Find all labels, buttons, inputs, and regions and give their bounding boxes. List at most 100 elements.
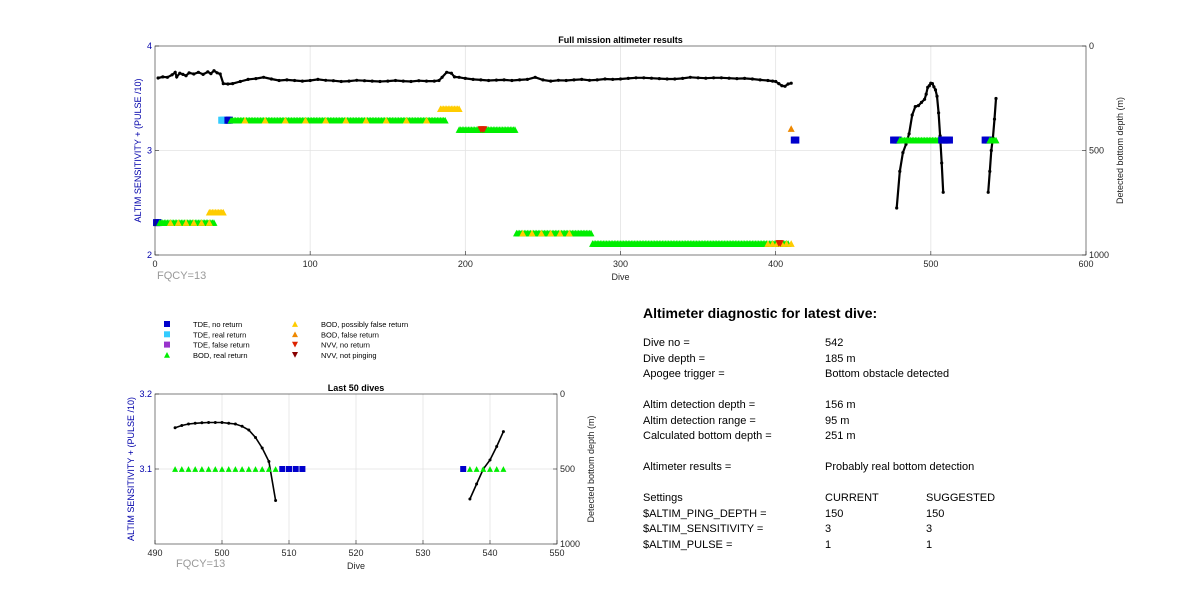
bottom-depth-point: [215, 71, 219, 75]
legend-label: BOD, possibly false return: [321, 320, 408, 329]
bottom-depth-point: [618, 77, 623, 81]
bod-possibly-false-return-marker: [362, 116, 370, 124]
legend-label: NVV, not pinging: [321, 351, 377, 360]
bottom-depth-point: [681, 76, 685, 80]
setting-current: 150: [825, 507, 844, 520]
bod-possibly-false-return-marker: [787, 240, 795, 247]
setting-name: $ALTIM_SENSITIVITY =: [643, 523, 764, 535]
top-plot: 0 100 200 300 400 500 600 2 3 4 1000 500 0 Full miss…: [133, 35, 1125, 282]
legend-label: TDE, false return: [193, 341, 250, 350]
bottom-depth-point: [277, 78, 281, 83]
bod-real-return-marker: [205, 466, 212, 472]
bottom-depth-point: [930, 82, 935, 86]
setting-current: 3: [825, 523, 832, 535]
diag-label: Apogee trigger =: [643, 368, 725, 380]
bod-possibly-false-return-marker: [241, 116, 249, 124]
y-tick-label-right: 1000: [1089, 250, 1109, 260]
bottom-depth-point: [417, 79, 421, 83]
tde-no-return-marker: [460, 466, 467, 472]
settings-header-current: CURRENT: [825, 492, 879, 504]
bottom-depth-point: [549, 79, 553, 83]
bottom-depth-point: [331, 79, 335, 83]
tde-no-return-marker: [292, 466, 299, 472]
bod-real-return-legend-marker: [164, 352, 170, 358]
bottom-depth-point: [750, 77, 755, 81]
diag-value: 95 m: [825, 414, 850, 427]
bod-possibly-false-return-marker: [537, 229, 545, 237]
diag-value: 251 m: [825, 430, 856, 442]
top-depth-series: [156, 69, 998, 210]
diag-row-bottom-depth: Calculated bottom depth = 251 m: [643, 429, 1163, 445]
bottom-depth-point: [339, 79, 343, 84]
setting-current: 1: [825, 538, 832, 551]
bod-possibly-false-return-marker: [174, 219, 182, 226]
bod-possibly-false-return-marker: [302, 116, 310, 124]
bod-possibly-false-return-marker: [167, 219, 175, 226]
bottom-depth-point: [409, 79, 413, 84]
legend-label: TDE, no return: [193, 320, 242, 329]
bottom-depth-point: [173, 426, 177, 430]
bottom-depth-point: [932, 85, 936, 89]
bod-possibly-false-return-marker: [182, 219, 190, 226]
bottom-depth-point: [240, 424, 244, 428]
bottom-depth-point: [580, 77, 584, 81]
bod-possibly-false-return-marker: [219, 208, 227, 216]
bod-real-return-marker: [992, 136, 1000, 144]
bod-real-return-marker: [239, 466, 246, 472]
diagnostic-panel: Altimeter diagnostic for latest dive: Di…: [643, 305, 1163, 553]
bod-possibly-false-return-marker: [402, 116, 410, 124]
bottom-depth-point: [673, 77, 677, 81]
bottom-depth-point: [274, 499, 278, 502]
diag-value: Probably real bottom detection: [825, 461, 975, 473]
bottom-depth-point: [783, 84, 787, 88]
bottom-depth-point: [727, 76, 731, 80]
x-tick-label: 400: [768, 259, 783, 269]
bottom-depth-point: [173, 70, 177, 74]
diag-label: Dive no =: [643, 337, 690, 349]
bottom-depth-point: [200, 421, 204, 425]
bottom-depth-point: [696, 76, 700, 80]
x-tick-label: 0: [152, 259, 157, 269]
bottom-depth-point: [180, 424, 184, 427]
top-y-label-left: ALTIM SENSITIVITY + (PULSE /10): [133, 79, 143, 223]
y-tick-label-right: 500: [560, 464, 575, 474]
bottom-depth-point: [940, 161, 944, 165]
bottom-depth-point: [156, 76, 160, 80]
bottom-x-label: Dive: [347, 561, 365, 571]
bod-real-return-marker: [466, 466, 473, 472]
bottom-depth-point: [688, 75, 692, 79]
diag-label: Altim detection depth =: [643, 399, 756, 411]
setting-suggested: 1: [926, 538, 933, 551]
x-tick-label: 500: [214, 548, 229, 558]
x-tick-label: 490: [147, 548, 162, 558]
setting-suggested: 150: [926, 507, 945, 520]
x-tick-label: 510: [281, 548, 296, 558]
bottom-depth-point: [935, 94, 939, 98]
bod-possibly-false-return-marker: [455, 105, 463, 113]
top-x-label: Dive: [611, 272, 629, 282]
bod-possibly-false-return-marker: [769, 240, 777, 247]
bottom-depth-point: [988, 169, 992, 173]
y-tick-label-right: 0: [560, 389, 565, 399]
bottom-depth-point: [777, 82, 781, 86]
bottom-depth-point: [468, 497, 472, 501]
bottom-plot-title: Last 50 dives: [328, 383, 385, 393]
top-markers: [153, 105, 1000, 247]
bottom-depth-point: [626, 76, 630, 80]
settings-header-suggested: SUGGESTED: [926, 492, 996, 504]
bottom-depth-point: [220, 421, 224, 424]
bottom-depth-point: [218, 72, 222, 76]
setting-row: $ALTIM_SENSITIVITY = 3 3: [643, 522, 1163, 538]
bottom-depth-point: [719, 76, 724, 80]
bod-real-return-marker: [272, 466, 279, 472]
bottom-depth-point: [233, 422, 237, 426]
x-tick-label: 500: [923, 259, 938, 269]
bottom-depth-point: [603, 77, 607, 81]
settings-header: Settings CURRENT SUGGESTED: [643, 491, 1163, 507]
x-tick-label: 550: [549, 548, 564, 558]
bottom-depth-point: [187, 71, 191, 75]
bottom-depth-point: [362, 79, 367, 83]
bottom-depth-point: [495, 445, 499, 448]
bottom-depth-point: [704, 76, 708, 80]
bod-real-return-marker: [232, 466, 239, 472]
